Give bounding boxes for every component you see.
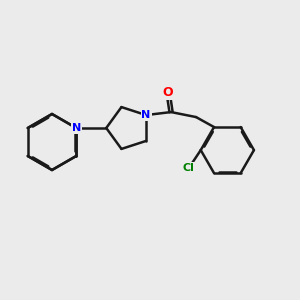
Text: O: O	[163, 85, 173, 99]
Text: N: N	[141, 110, 151, 120]
Text: N: N	[72, 123, 81, 133]
Text: Cl: Cl	[183, 163, 195, 173]
